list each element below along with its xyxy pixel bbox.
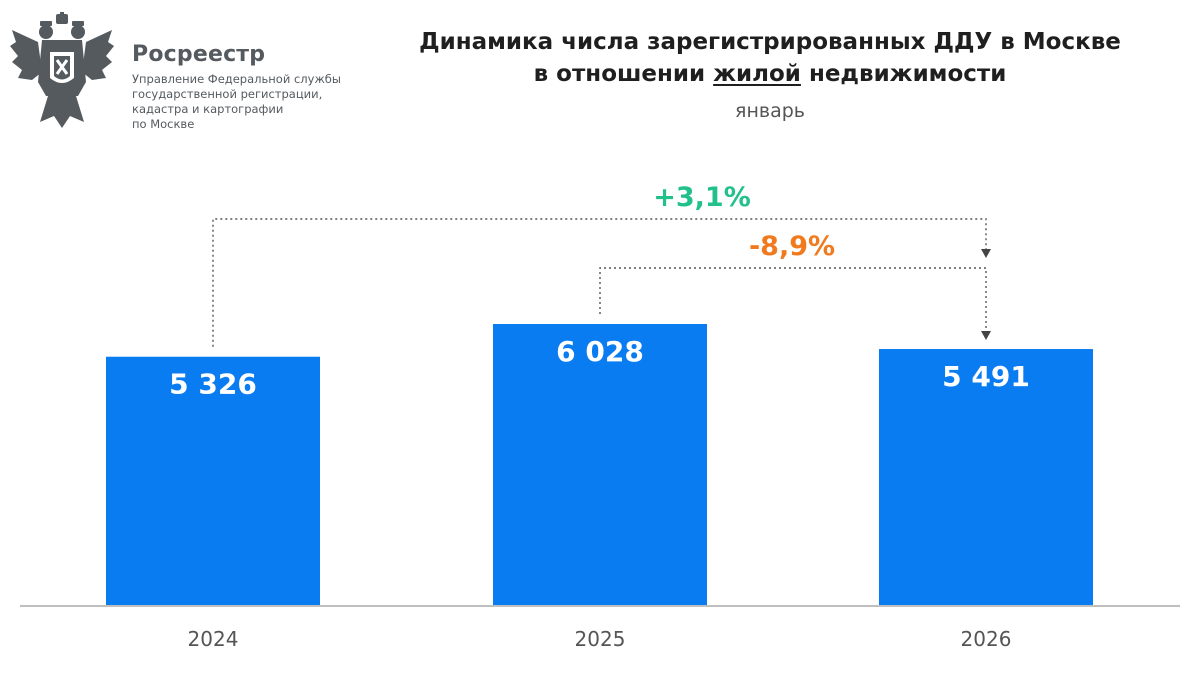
title-text-before: в отношении <box>533 61 714 87</box>
change-label-2024-2026: +3,1% <box>653 182 751 213</box>
org-subtitle: Управление Федеральной службы государств… <box>132 72 372 132</box>
connector-arrow-2025-2026 <box>981 331 991 340</box>
logo-block: Росреестр Управление Федеральной службы … <box>8 12 368 132</box>
chart-title-line-2: в отношении жилой недвижимости <box>370 58 1170 90</box>
bar-2026 <box>879 349 1093 605</box>
org-sub-line: по Москве <box>132 117 195 131</box>
emblem-logo <box>10 12 114 128</box>
org-sub-line: Управление Федеральной службы <box>132 72 341 86</box>
change-label-2025-2026: -8,9% <box>749 231 835 262</box>
x-tick-label-2025: 2025 <box>575 627 626 651</box>
x-tick-label-2026: 2026 <box>961 627 1012 651</box>
connector-arrow-2024-2026 <box>981 249 991 258</box>
value-label-2026: 5 491 <box>942 360 1030 393</box>
org-name: Росреестр <box>132 42 266 67</box>
chart-titles: Динамика числа зарегистрированных ДДУ в … <box>370 26 1170 122</box>
value-label-2025: 6 028 <box>556 335 644 368</box>
chart-subtitle: январь <box>735 100 805 122</box>
x-tick-label-2024: 2024 <box>188 627 239 651</box>
title-underlined-word: жилой <box>713 61 801 87</box>
title-text-after: недвижимости <box>800 61 1007 87</box>
org-sub-line: кадастра и картографии <box>132 102 284 116</box>
connector-2024-2026 <box>212 218 987 347</box>
bar-2024 <box>106 356 320 605</box>
connector-2025-2026 <box>599 267 987 332</box>
value-label-2024: 5 326 <box>169 368 257 401</box>
bar-2025 <box>493 324 707 605</box>
org-sub-line: государственной регистрации, <box>132 87 323 101</box>
chart-title-line-1: Динамика числа зарегистрированных ДДУ в … <box>419 29 1121 55</box>
